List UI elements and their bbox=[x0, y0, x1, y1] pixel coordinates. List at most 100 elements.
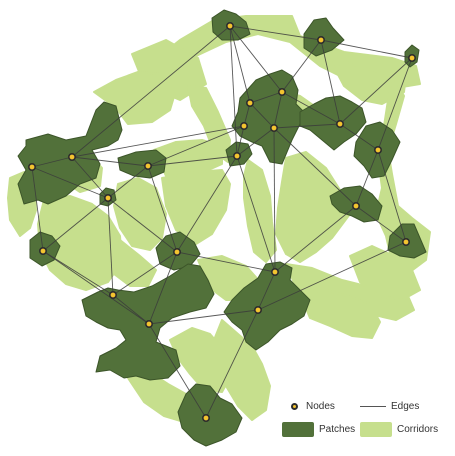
network-node-3 bbox=[407, 53, 416, 62]
legend-corridors-label: Corridors bbox=[397, 424, 439, 435]
network-edge-40 bbox=[112, 251, 178, 296]
map-legend: Nodes Edges Patches Corridors bbox=[282, 398, 452, 444]
corridor-14 bbox=[113, 239, 157, 287]
network-edge-10 bbox=[339, 57, 413, 125]
network-node-20 bbox=[109, 290, 118, 299]
habitat-patch-9 bbox=[17, 101, 123, 205]
network-edge-22 bbox=[339, 123, 379, 151]
network-node-22 bbox=[254, 305, 263, 314]
network-edge-24 bbox=[377, 149, 407, 243]
network-node-11 bbox=[144, 162, 153, 171]
network-node-1 bbox=[226, 21, 235, 30]
network-edge-20 bbox=[273, 127, 357, 207]
network-edge-2 bbox=[229, 25, 251, 104]
network-edge-25 bbox=[355, 205, 407, 243]
corridors-layer bbox=[7, 15, 431, 423]
network-node-18 bbox=[173, 248, 182, 257]
network-edge-16 bbox=[147, 125, 245, 167]
network-edge-1 bbox=[229, 25, 322, 41]
network-edge-28 bbox=[236, 155, 276, 273]
network-node-23 bbox=[202, 413, 211, 422]
network-node-6 bbox=[240, 122, 249, 131]
habitat-patch-17 bbox=[177, 383, 243, 447]
network-edge-18 bbox=[273, 123, 341, 129]
network-node-16 bbox=[401, 238, 410, 247]
network-node-12 bbox=[68, 153, 77, 162]
node-swatch-icon bbox=[291, 403, 298, 410]
legend-patches-label: Patches bbox=[319, 424, 356, 435]
network-edge-36 bbox=[107, 197, 178, 253]
corridor-3 bbox=[187, 85, 231, 163]
network-node-7 bbox=[269, 124, 278, 133]
network-node-13 bbox=[27, 163, 36, 172]
network-edge-13 bbox=[273, 91, 283, 129]
network-node-14 bbox=[104, 194, 113, 203]
legend-patches: Patches bbox=[282, 422, 355, 437]
habitat-patch-2 bbox=[303, 17, 345, 57]
network-edge-50 bbox=[249, 102, 275, 129]
habitat-patch-4 bbox=[231, 69, 305, 165]
network-edge-33 bbox=[71, 156, 109, 199]
network-edge-37 bbox=[107, 197, 114, 296]
corridor-4 bbox=[325, 51, 407, 105]
network-edge-21 bbox=[273, 127, 276, 273]
network-node-19 bbox=[270, 267, 279, 276]
network-node-5 bbox=[277, 88, 286, 97]
legend-edges: Edges bbox=[360, 401, 419, 412]
legend-nodes: Nodes bbox=[284, 401, 335, 412]
network-edge-38 bbox=[42, 250, 114, 296]
network-edge-34 bbox=[31, 166, 44, 252]
network-edge-17 bbox=[71, 125, 245, 158]
patch-swatch-icon bbox=[282, 422, 314, 437]
network-edge-39 bbox=[176, 251, 276, 273]
network-edge-48 bbox=[31, 166, 109, 199]
network-edge-23 bbox=[355, 149, 379, 207]
network-edge-4 bbox=[71, 25, 231, 158]
network-edge-19 bbox=[236, 127, 275, 157]
network-edge-49 bbox=[42, 250, 150, 325]
network-edge-47 bbox=[257, 241, 407, 311]
network-edge-51 bbox=[147, 155, 238, 167]
habitat-patch-8 bbox=[117, 149, 167, 179]
network-edge-31 bbox=[147, 165, 178, 253]
network-edge-11 bbox=[249, 91, 283, 104]
network-node-2 bbox=[316, 35, 325, 44]
network-edge-41 bbox=[148, 251, 178, 325]
habitat-patch-6 bbox=[299, 95, 367, 151]
network-node-9 bbox=[373, 146, 382, 155]
network-node-21 bbox=[145, 319, 154, 328]
corridor-10 bbox=[161, 169, 231, 245]
network-edge-7 bbox=[281, 39, 322, 93]
nodes-layer bbox=[27, 21, 416, 422]
corridor-12 bbox=[113, 177, 167, 251]
corridor-21 bbox=[169, 327, 233, 393]
edge-swatch-icon bbox=[360, 406, 386, 407]
network-node-8 bbox=[335, 120, 344, 129]
network-edge-3 bbox=[229, 25, 283, 93]
network-node-4 bbox=[246, 99, 255, 108]
legend-edges-label: Edges bbox=[391, 401, 420, 412]
network-edge-15 bbox=[236, 125, 245, 157]
network-edge-42 bbox=[257, 271, 276, 311]
network-edge-30 bbox=[107, 165, 149, 199]
network-edge-29 bbox=[71, 156, 149, 167]
network-node-17 bbox=[38, 247, 47, 256]
network-edge-43 bbox=[112, 294, 150, 325]
network-edge-27 bbox=[176, 155, 238, 253]
corridor-7 bbox=[275, 151, 351, 263]
network-node-10 bbox=[233, 152, 242, 161]
corridor-8 bbox=[243, 159, 277, 263]
network-node-15 bbox=[351, 202, 360, 211]
legend-corridors: Corridors bbox=[360, 422, 438, 437]
network-edge-32 bbox=[31, 156, 73, 168]
network-edge-14 bbox=[281, 91, 341, 125]
network-edge-46 bbox=[148, 323, 207, 419]
network-edge-5 bbox=[229, 25, 238, 157]
network-edge-26 bbox=[274, 205, 357, 273]
edges-layer bbox=[31, 25, 413, 419]
corridor-swatch-icon bbox=[360, 422, 392, 437]
network-edge-35 bbox=[42, 197, 109, 252]
legend-nodes-label: Nodes bbox=[306, 401, 335, 412]
network-edge-44 bbox=[148, 309, 259, 325]
